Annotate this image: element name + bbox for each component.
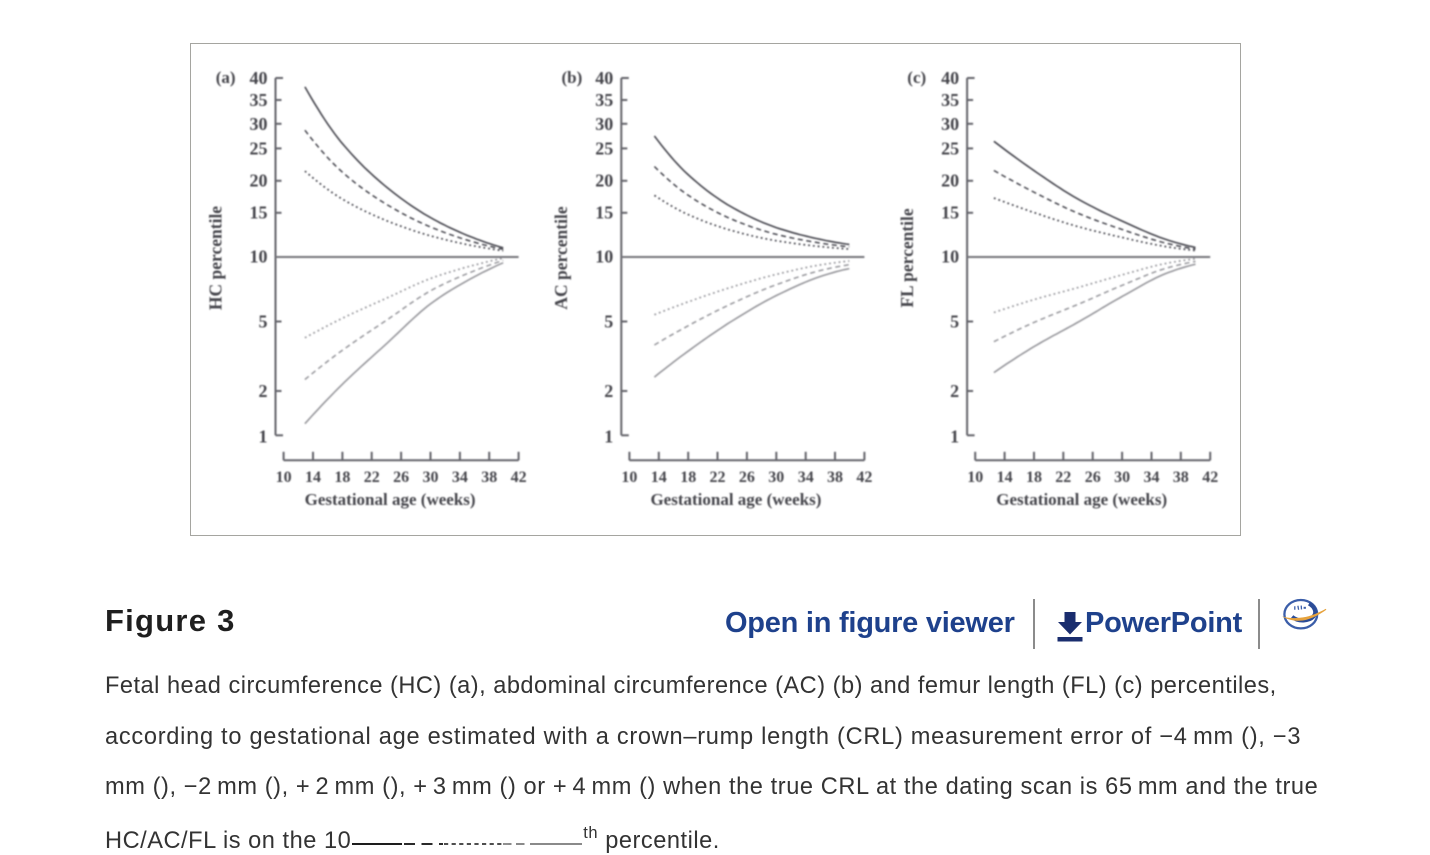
svg-text:22: 22 [364,469,380,486]
svg-text:10: 10 [276,469,292,486]
svg-text:15: 15 [941,203,959,223]
svg-text:20: 20 [250,171,268,191]
svg-text:26: 26 [1085,469,1101,486]
svg-text:26: 26 [739,469,755,486]
svg-text:10: 10 [941,246,959,266]
svg-text:26: 26 [393,469,409,486]
svg-text:2: 2 [950,381,959,401]
svg-text:(c): (c) [907,68,926,87]
svg-text:10: 10 [250,246,268,266]
svg-text:42: 42 [511,469,527,486]
svg-text:1: 1 [950,427,959,447]
svg-text:25: 25 [941,139,959,159]
svg-text:38: 38 [481,469,497,486]
svg-text:38: 38 [827,469,843,486]
svg-text:30: 30 [1114,469,1130,486]
svg-text:5: 5 [259,311,268,331]
svg-text:25: 25 [595,139,613,159]
svg-text:30: 30 [595,114,613,134]
svg-text:1: 1 [259,427,268,447]
svg-text:1: 1 [604,427,613,447]
svg-text:18: 18 [1026,469,1042,486]
svg-text:18: 18 [334,469,350,486]
svg-text:35: 35 [250,90,268,110]
svg-text:40: 40 [941,68,959,88]
svg-text:18: 18 [680,469,696,486]
svg-text:30: 30 [250,114,268,134]
svg-text:20: 20 [941,171,959,191]
svg-text:30: 30 [768,469,784,486]
svg-text:40: 40 [595,68,613,88]
svg-text:10: 10 [967,469,983,486]
svg-text:(b): (b) [562,68,583,87]
svg-text:35: 35 [941,90,959,110]
svg-text:25: 25 [250,139,268,159]
svg-text:HC percentile: HC percentile [205,206,225,310]
svg-text:35: 35 [595,90,613,110]
svg-text:FL percentile: FL percentile [897,208,917,308]
svg-text:38: 38 [1173,469,1189,486]
svg-text:15: 15 [250,203,268,223]
svg-text:Gestational age (weeks): Gestational age (weeks) [305,490,476,509]
svg-text:34: 34 [798,469,814,486]
svg-text:Gestational age (weeks): Gestational age (weeks) [996,490,1167,509]
svg-text:22: 22 [1055,469,1071,486]
svg-text:14: 14 [651,469,667,486]
svg-text:10: 10 [595,246,613,266]
svg-text:Gestational age (weeks): Gestational age (weeks) [650,490,821,509]
svg-text:34: 34 [1144,469,1160,486]
svg-text:(a): (a) [216,68,236,87]
svg-text:2: 2 [259,381,268,401]
svg-text:5: 5 [950,311,959,331]
svg-text:30: 30 [941,114,959,134]
svg-text:34: 34 [452,469,468,486]
svg-text:42: 42 [1202,469,1218,486]
svg-text:14: 14 [305,469,321,486]
svg-text:22: 22 [710,469,726,486]
svg-text:40: 40 [250,68,268,88]
svg-text:2: 2 [604,381,613,401]
svg-text:10: 10 [621,469,637,486]
svg-text:42: 42 [856,469,872,486]
svg-text:30: 30 [423,469,439,486]
svg-text:14: 14 [997,469,1013,486]
svg-text:15: 15 [595,203,613,223]
svg-text:20: 20 [595,171,613,191]
svg-text:AC percentile: AC percentile [551,206,571,309]
svg-text:5: 5 [604,311,613,331]
